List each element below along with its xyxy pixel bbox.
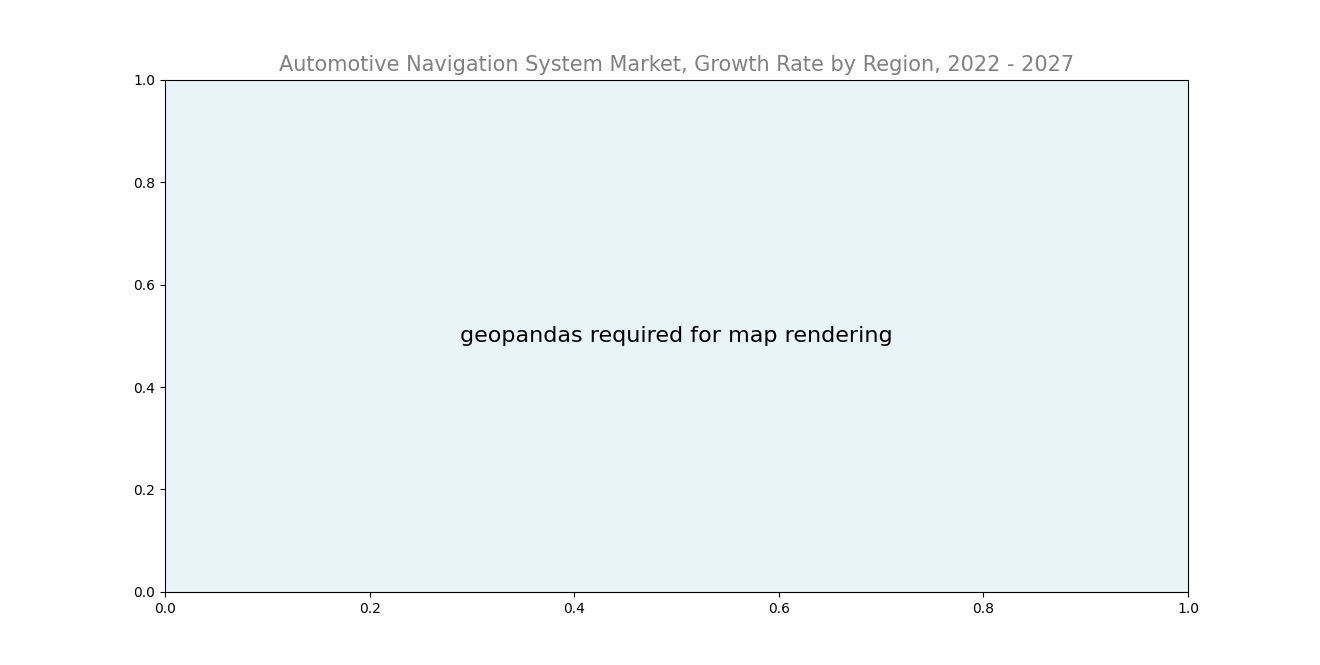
Text: geopandas required for map rendering: geopandas required for map rendering [461, 326, 892, 346]
Title: Automotive Navigation System Market, Growth Rate by Region, 2022 - 2027: Automotive Navigation System Market, Gro… [279, 55, 1074, 75]
